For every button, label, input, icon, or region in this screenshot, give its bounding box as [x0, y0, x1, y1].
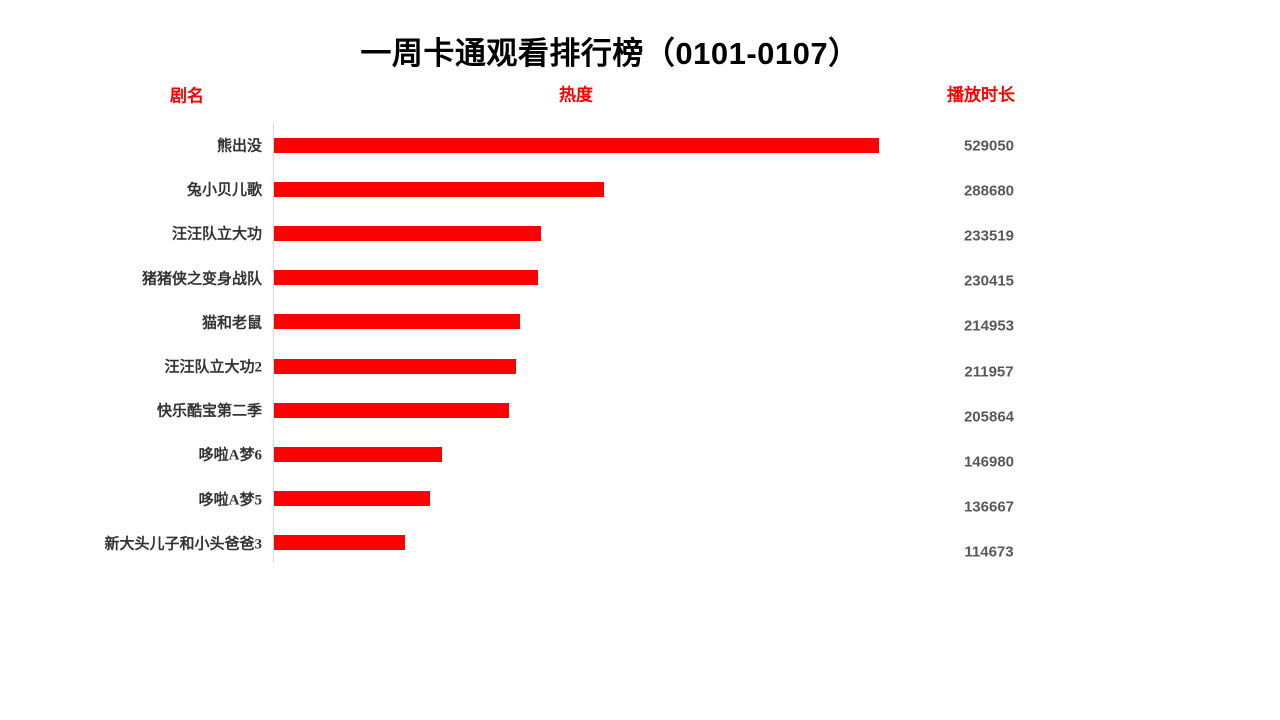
value-label: 114673: [964, 543, 1014, 561]
value-label: 230415: [963, 272, 1015, 290]
value-label: 529050: [963, 137, 1015, 155]
value-label: 233519: [963, 227, 1015, 245]
y-axis-line: [273, 122, 274, 563]
category-label: 汪汪队立大功2: [164, 359, 262, 376]
value-label: 288680: [963, 182, 1015, 200]
category-label: 兔小贝儿歌: [186, 182, 262, 199]
bar: [274, 535, 406, 551]
value-label: 146980: [963, 453, 1015, 471]
bar: [274, 402, 510, 418]
value-label: 136667: [963, 498, 1015, 516]
bar: [274, 181, 605, 197]
bar: [274, 491, 431, 507]
bar: [274, 314, 520, 330]
bar: [274, 358, 517, 374]
bar: [274, 137, 879, 153]
category-label: 猪猪侠之变身战队: [141, 271, 262, 288]
category-label: 熊出没: [216, 138, 262, 155]
chart-title: 一周卡通观看排行榜（0101-0107）: [360, 36, 860, 71]
value-label: 205864: [963, 408, 1015, 426]
category-label: 汪汪队立大功: [171, 226, 262, 243]
bar: [274, 225, 541, 241]
column-header-name: 剧名: [170, 86, 204, 106]
category-label: 新大头儿子和小头爸爸3: [104, 536, 262, 553]
value-label: 211957: [964, 363, 1014, 380]
category-label: 猫和老鼠: [201, 315, 262, 332]
category-label: 快乐酷宝第二季: [156, 403, 262, 420]
column-header-heat: 热度: [559, 85, 593, 105]
column-header-duration: 播放时长: [947, 85, 1015, 105]
bar: [274, 446, 443, 462]
value-label: 214953: [963, 317, 1015, 335]
bar: [274, 270, 538, 286]
category-label: 哆啦A梦6: [198, 447, 262, 464]
category-label: 哆啦A梦5: [198, 492, 262, 509]
